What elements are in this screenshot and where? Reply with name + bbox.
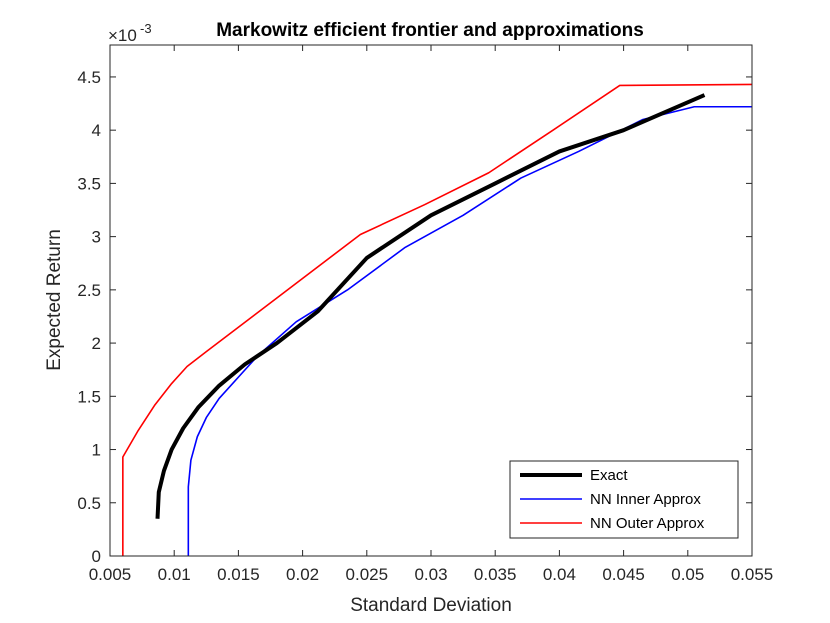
x-tick-label: 0.035 [474, 565, 517, 584]
x-tick-label: 0.02 [286, 565, 319, 584]
y-tick-label: 3.5 [77, 174, 101, 193]
y-tick-label: 3 [92, 228, 101, 247]
legend-label: NN Outer Approx [590, 515, 705, 532]
y-exponent-base: ×10 [108, 26, 137, 45]
x-tick-label: 0.01 [158, 565, 191, 584]
y-tick-label: 2 [92, 334, 101, 353]
series-line-nn-inner-approx [187, 105, 752, 556]
y-tick-label: 0.5 [77, 494, 101, 513]
y-tick-label: 1.5 [77, 387, 101, 406]
y-tick-label: 1 [92, 441, 101, 460]
x-axis-label: Standard Deviation [350, 595, 512, 616]
plot-area [122, 83, 752, 556]
y-axis-label: Expected Return [44, 229, 65, 371]
x-tick-label: 0.045 [602, 565, 645, 584]
y-tick-label: 2.5 [77, 281, 101, 300]
legend-label: Exact [590, 467, 628, 484]
x-tick-label: 0.04 [543, 565, 576, 584]
legend: Exact NN Inner Approx NN Outer Approx [509, 460, 739, 539]
x-tick-label: 0.05 [671, 565, 704, 584]
legend-label: NN Inner Approx [590, 491, 701, 508]
y-tick-label: 0 [92, 547, 101, 566]
y-exponent-power: -3 [140, 21, 152, 36]
y-exponent-label: ×10 -3 [108, 21, 152, 45]
y-axis: 0 0.5 1 1.5 2 2.5 3 3.5 4 4.5 [77, 68, 752, 566]
series-line-nn-outer-approx [122, 83, 752, 556]
chart-title: Markowitz efficient frontier and approxi… [216, 20, 644, 41]
series-line-exact [155, 93, 706, 519]
x-tick-label: 0.03 [414, 565, 447, 584]
x-tick-label: 0.025 [346, 565, 389, 584]
x-tick-label: 0.015 [217, 565, 260, 584]
x-tick-label: 0.005 [89, 565, 132, 584]
y-tick-label: 4 [92, 121, 101, 140]
x-axis: 0.005 0.01 0.015 0.02 0.025 0.03 0.035 0.04 0.04… [89, 45, 774, 584]
x-tick-label: 0.055 [731, 565, 774, 584]
y-tick-label: 4.5 [77, 68, 101, 87]
